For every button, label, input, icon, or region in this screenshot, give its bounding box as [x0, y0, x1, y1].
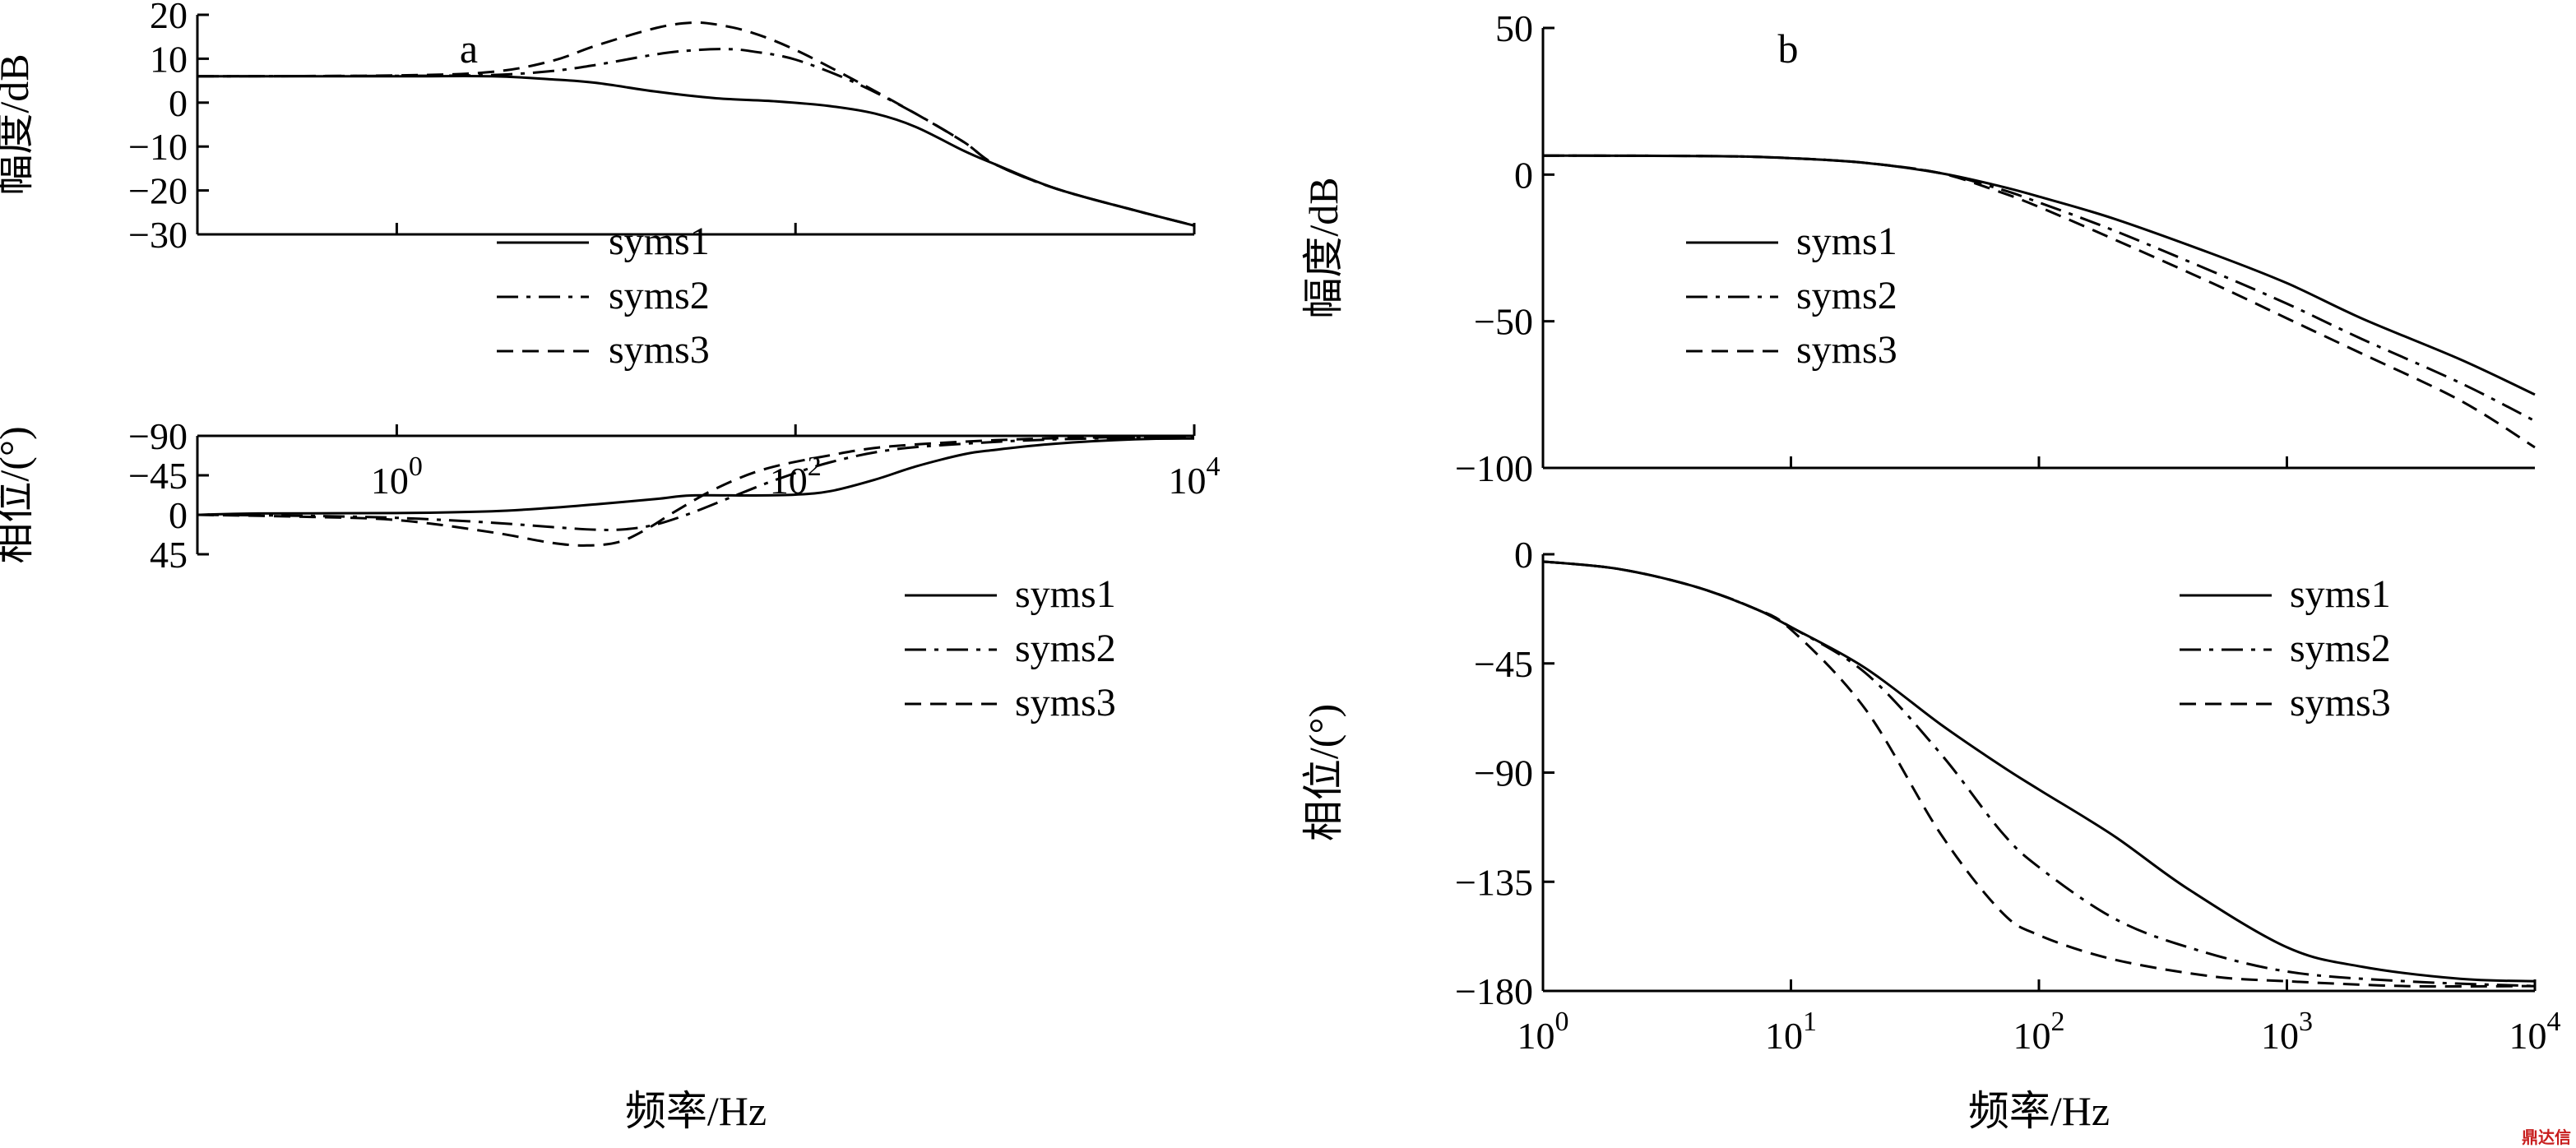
y-tick-label: −90 — [128, 415, 188, 457]
watermark-text: 鼎达信 — [2522, 1127, 2571, 1147]
x-tick-label: 104 — [1169, 451, 1221, 502]
y-tick-label: 20 — [150, 0, 188, 36]
legend: syms1 syms2 syms3 — [905, 572, 1116, 724]
legend: syms1 syms2 syms3 — [497, 220, 710, 372]
y-axis-label: 幅度/dB — [0, 53, 37, 195]
y-tick-label: 45 — [150, 534, 188, 576]
y-tick-label: 10 — [150, 38, 188, 80]
y-tick-label: 50 — [1495, 7, 1533, 49]
legend-entry: syms2 — [1015, 627, 1116, 670]
y-tick-label: −50 — [1474, 301, 1533, 343]
y-tick-label: −90 — [1474, 752, 1533, 794]
series-line-syms3 — [1542, 560, 2536, 988]
legend-entry: syms1 — [1796, 220, 1897, 263]
y-tick-label: −20 — [128, 170, 188, 212]
y-tick-label: 0 — [169, 82, 188, 124]
series-line-syms3 — [197, 435, 1195, 547]
legend: syms1 syms2 syms3 — [2180, 572, 2391, 724]
y-tick-label: −30 — [128, 214, 188, 256]
y-axis-label: 相位/(°) — [1300, 704, 1346, 841]
series-line-syms1 — [197, 74, 1195, 227]
y-tick-label: 0 — [1514, 154, 1533, 196]
series-line-syms2 — [197, 48, 1195, 227]
series-line-syms1 — [1542, 560, 2536, 983]
y-axis-label: 相位/(°) — [0, 426, 37, 563]
legend-entry: syms2 — [2290, 627, 2391, 670]
series-line-syms1 — [197, 437, 1195, 516]
panel-b-mag: 50 0 −50 −100 syms1 syms2 syms3 b 幅度/dB — [1300, 7, 2536, 489]
x-tick-label: 104 — [2509, 1007, 2561, 1057]
legend-entry: syms3 — [2290, 681, 2391, 724]
legend-entry: syms2 — [1796, 274, 1897, 317]
legend-entry: syms3 — [609, 328, 710, 372]
series-line-syms3 — [197, 21, 1195, 227]
x-axis-label: 频率/Hz — [1968, 1088, 2110, 1134]
series-line-syms3 — [1542, 154, 2536, 449]
x-tick-label: 100 — [371, 451, 423, 502]
y-tick-label: 0 — [169, 494, 188, 536]
y-tick-label: −45 — [128, 455, 188, 497]
legend: syms1 syms2 syms3 — [1686, 220, 1897, 372]
x-axis-label: 频率/Hz — [625, 1088, 767, 1134]
y-tick-label: −10 — [128, 126, 188, 168]
legend-entry: syms1 — [609, 220, 710, 263]
series-line-syms1 — [1542, 154, 2536, 396]
x-tick-label: 101 — [1765, 1007, 1817, 1057]
y-tick-label: −135 — [1455, 861, 1533, 903]
legend-entry: syms1 — [2290, 572, 2391, 616]
y-axis-label: 幅度/dB — [1300, 177, 1346, 318]
x-tick-label: 103 — [2261, 1007, 2313, 1057]
legend-entry: syms2 — [609, 274, 710, 317]
panel-label: a — [460, 25, 478, 72]
x-tick-label: 100 — [1517, 1007, 1569, 1057]
legend-entry: syms3 — [1796, 328, 1897, 372]
panel-label: b — [1778, 25, 1799, 72]
x-tick-label: 102 — [2013, 1007, 2065, 1057]
legend-entry: syms3 — [1015, 681, 1116, 724]
y-tick-label: −45 — [1474, 643, 1533, 685]
y-tick-label: −180 — [1455, 970, 1533, 1012]
y-tick-label: 0 — [1514, 534, 1533, 576]
y-tick-label: −100 — [1455, 447, 1533, 489]
series-line-syms2 — [1542, 560, 2536, 988]
series-line-syms2 — [197, 435, 1195, 531]
legend-entry: syms1 — [1015, 572, 1116, 616]
